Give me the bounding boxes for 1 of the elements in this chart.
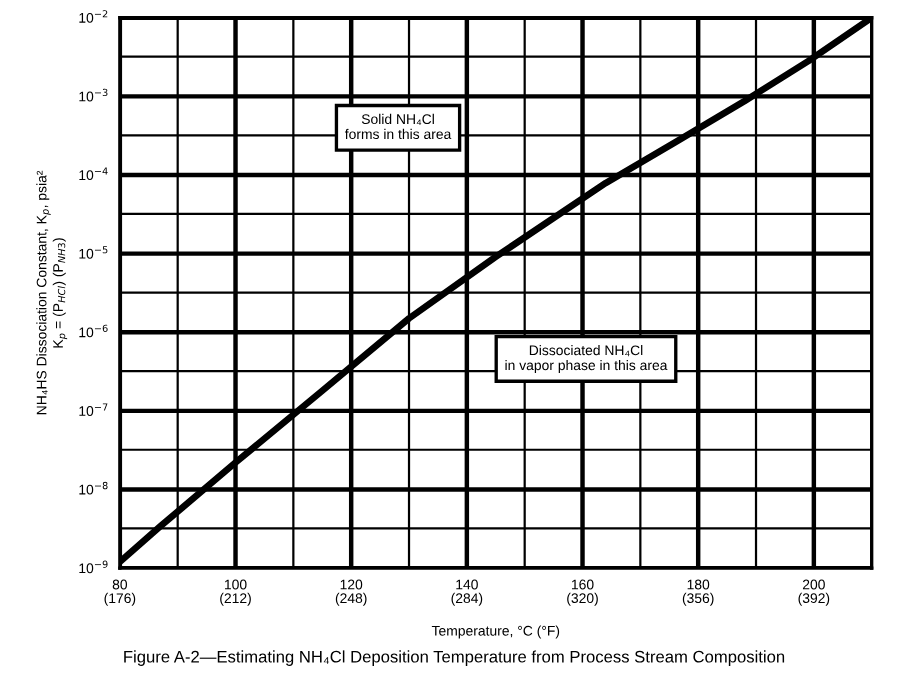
text: Figure A-2—Estimating NH₄Cl Deposition Temperature from Process Stream Composition	[124, 650, 785, 666]
